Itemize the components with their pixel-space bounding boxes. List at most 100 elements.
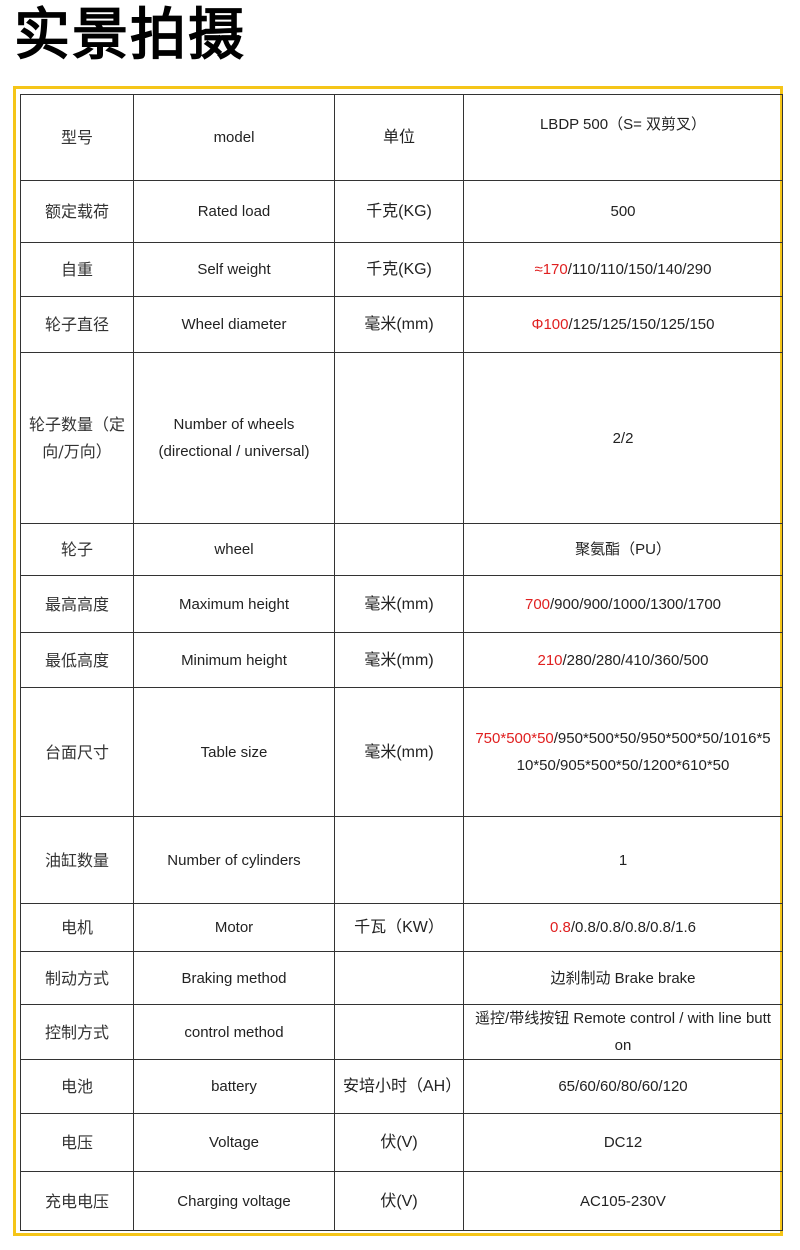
spec-name-cn: 电机: [20, 903, 134, 952]
spec-value: ≈170/110/110/150/140/290: [463, 242, 783, 297]
spec-value: 700/900/900/1000/1300/1700: [463, 575, 783, 633]
spec-name-en: Motor: [133, 903, 335, 952]
spec-value: 聚氨酯（PU）: [463, 523, 783, 576]
spec-row: 额定载荷 Rated load 千克(KG) 500: [20, 180, 783, 243]
spec-row: 制动方式 Braking method 边刹制动 Brake brake: [20, 951, 783, 1005]
spec-name-en: Number of wheels (directional / universa…: [133, 352, 335, 524]
spec-name-cn: 电池: [20, 1059, 134, 1114]
spec-value-text: /110/110/150/140/290: [567, 261, 712, 278]
spec-value-text: 1: [618, 851, 628, 869]
spec-value: 500: [463, 180, 783, 243]
spec-value: 210/280/280/410/360/500: [463, 632, 783, 688]
spec-value: LBDP 500（S= 双剪叉）: [463, 94, 783, 181]
spec-name-cn: 型号: [20, 94, 134, 181]
spec-unit: 毫米(mm): [334, 575, 464, 633]
spec-value-text: 65/60/60/80/60/120: [558, 1078, 688, 1095]
spec-unit: 毫米(mm): [334, 632, 464, 688]
spec-value: Φ100/125/125/150/125/150: [463, 296, 783, 353]
spec-row: 最低高度 Minimum height 毫米(mm) 210/280/280/410/…: [20, 632, 783, 688]
spec-value-text: DC12: [603, 1134, 643, 1151]
spec-value-text: /900/900/1000/1300/1700: [550, 595, 722, 613]
spec-value: 遥控/带线按钮 Remote control / with line butto…: [463, 1004, 783, 1060]
spec-value-text: 聚氨酯（PU）: [575, 541, 671, 558]
spec-name-en: model: [133, 94, 335, 181]
spec-value-text: /950*500*50/950*500*50/1016*510*50/905*5…: [516, 730, 771, 774]
spec-name-cn: 最高高度: [20, 575, 134, 633]
spec-name-cn: 充电电压: [20, 1171, 134, 1231]
spec-row: 轮子数量（定向/万向） Number of wheels (directional…: [20, 352, 783, 524]
spec-value-text: 边刹制动 Brake brake: [550, 969, 696, 987]
spec-value-highlight: ≈170: [534, 261, 568, 278]
spec-value-highlight: 750*500*50: [475, 730, 554, 747]
spec-value: 边刹制动 Brake brake: [463, 951, 783, 1005]
spec-name-cn: 电压: [20, 1113, 134, 1172]
spec-name-cn: 油缸数量: [20, 816, 134, 904]
spec-unit: 千瓦（KW）: [334, 903, 464, 952]
spec-row: 最高高度 Maximum height 毫米(mm) 700/900/900/1000…: [20, 575, 783, 633]
spec-row: 自重 Self weight 千克(KG) ≈170/110/110/150/140/…: [20, 242, 783, 297]
spec-value: 1: [463, 816, 783, 904]
spec-name-en: Table size: [133, 687, 335, 817]
spec-value-text: /125/125/150/125/150: [568, 316, 715, 333]
spec-value-text: /280/280/410/360/500: [562, 651, 709, 669]
spec-row: 轮子直径 Wheel diameter 毫米(mm) Φ100/125/125/150…: [20, 296, 783, 353]
spec-row: 控制方式 control method 遥控/带线按钮 Remote control…: [20, 1004, 783, 1060]
spec-row: 型号 model 单位 LBDP 500（S= 双剪叉）: [20, 94, 783, 181]
spec-row: 充电电压 Charging voltage 伏(V) AC105-230V: [20, 1171, 783, 1231]
spec-row: 台面尺寸 Table size 毫米(mm) 750*500*50/950*500*5…: [20, 687, 783, 817]
spec-table: 型号 model 单位 LBDP 500（S= 双剪叉） 额定载荷 Rated load 千…: [20, 94, 783, 1231]
spec-name-cn: 自重: [20, 242, 134, 297]
spec-value-text: 2/2: [612, 429, 634, 447]
spec-row: 油缸数量 Number of cylinders 1: [20, 816, 783, 904]
spec-name-en: Braking method: [133, 951, 335, 1005]
spec-name-cn: 轮子数量（定向/万向）: [20, 352, 134, 524]
spec-value-text: AC105-230V: [580, 1192, 666, 1210]
spec-name-en: battery: [133, 1059, 335, 1114]
spec-name-en: Maximum height: [133, 575, 335, 633]
spec-row: 电压 Voltage 伏(V) DC12: [20, 1113, 783, 1172]
spec-name-cn: 轮子: [20, 523, 134, 576]
spec-unit: 千克(KG): [334, 242, 464, 297]
page-title: 实景拍摄: [14, 3, 246, 68]
spec-name-cn: 制动方式: [20, 951, 134, 1005]
spec-name-en: control method: [133, 1004, 335, 1060]
spec-name-en: Rated load: [133, 180, 335, 243]
spec-unit: [334, 951, 464, 1005]
spec-unit: 安培小时（AH）: [334, 1059, 464, 1114]
spec-value-highlight: Φ100: [531, 316, 569, 333]
spec-name-cn: 额定载荷: [20, 180, 134, 243]
spec-unit: 伏(V): [334, 1171, 464, 1231]
spec-unit: [334, 1004, 464, 1060]
spec-value: DC12: [463, 1113, 783, 1172]
spec-unit: 单位: [334, 94, 464, 181]
spec-unit: 伏(V): [334, 1113, 464, 1172]
spec-value: 750*500*50/950*500*50/950*500*50/1016*51…: [463, 687, 783, 817]
spec-value: 65/60/60/80/60/120: [463, 1059, 783, 1114]
spec-name-en: wheel: [133, 523, 335, 576]
spec-row: 电机 Motor 千瓦（KW） 0.8/0.8/0.8/0.8/0.8/1.6: [20, 903, 783, 952]
spec-value-text: /0.8/0.8/0.8/0.8/1.6: [570, 919, 696, 936]
spec-value: 2/2: [463, 352, 783, 524]
spec-name-cn: 轮子直径: [20, 296, 134, 353]
spec-unit: [334, 523, 464, 576]
spec-name-cn: 台面尺寸: [20, 687, 134, 817]
spec-name-en: Voltage: [133, 1113, 335, 1172]
spec-name-en: Number of cylinders: [133, 816, 335, 904]
spec-row: 电池 battery 安培小时（AH） 65/60/60/80/60/120: [20, 1059, 783, 1114]
spec-value-highlight: 210: [537, 651, 563, 669]
spec-unit: 千克(KG): [334, 180, 464, 243]
spec-name-en: Minimum height: [133, 632, 335, 688]
spec-value-highlight: 0.8: [550, 919, 571, 936]
spec-unit: 毫米(mm): [334, 296, 464, 353]
spec-name-en: Self weight: [133, 242, 335, 297]
spec-value-text: LBDP 500（S= 双剪叉）: [539, 116, 707, 133]
spec-value: 0.8/0.8/0.8/0.8/0.8/1.6: [463, 903, 783, 952]
spec-value-text: 500: [610, 203, 636, 220]
spec-name-en: Charging voltage: [133, 1171, 335, 1231]
spec-name-en: Wheel diameter: [133, 296, 335, 353]
spec-value-highlight: 700: [524, 595, 551, 613]
spec-unit: 毫米(mm): [334, 687, 464, 817]
spec-name-cn: 控制方式: [20, 1004, 134, 1060]
spec-value-text: 遥控/带线按钮 Remote control / with line butto…: [475, 1010, 771, 1054]
spec-name-cn: 最低高度: [20, 632, 134, 688]
